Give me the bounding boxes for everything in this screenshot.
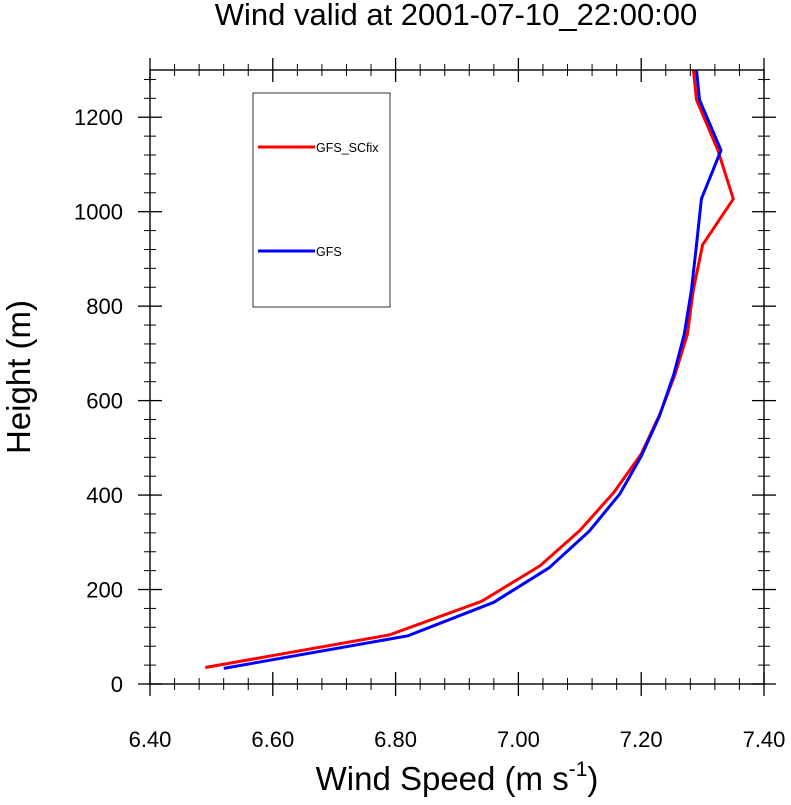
x-tick-label: 7.00 [497, 727, 540, 752]
y-axis-label: Height (m) [0, 300, 37, 454]
x-tick-label: 6.80 [374, 727, 417, 752]
x-tick-label: 7.40 [743, 727, 786, 752]
series-line-gfs [223, 69, 723, 670]
y-tick-label: 400 [86, 483, 123, 508]
legend-label-gfs-scfix: GFS_SCfix [316, 141, 379, 155]
legend-label-gfs: GFS [316, 245, 342, 259]
x-axis-label-main: Wind Speed (m s [316, 760, 569, 797]
x-axis-label-sup: -1 [569, 758, 588, 781]
x-axis-label-close: ) [587, 760, 598, 797]
plot-frame [149, 69, 765, 685]
chart-title: Wind valid at 2001-07-10_22:00:00 [215, 0, 698, 32]
minor-ticks [144, 64, 770, 690]
tick-labels: 6.40 6.60 6.80 7.00 7.20 7.40 0 200 400 600 800 100… [74, 105, 785, 752]
major-ticks [138, 58, 776, 696]
y-tick-label: 1000 [74, 200, 123, 225]
y-tick-label: 200 [86, 578, 123, 603]
y-tick-label: 800 [86, 294, 123, 319]
legend-box [252, 92, 391, 308]
x-tick-label: 7.20 [620, 727, 663, 752]
x-tick-label: 6.40 [129, 727, 172, 752]
series-lines [205, 69, 735, 670]
y-tick-label: 1200 [74, 105, 123, 130]
y-tick-label: 600 [86, 389, 123, 414]
x-axis-label: Wind Speed (m s-1) [316, 758, 599, 797]
legend: GFS_SCfix GFS [252, 92, 391, 308]
y-tick-label: 0 [111, 672, 123, 697]
x-tick-label: 6.60 [251, 727, 294, 752]
